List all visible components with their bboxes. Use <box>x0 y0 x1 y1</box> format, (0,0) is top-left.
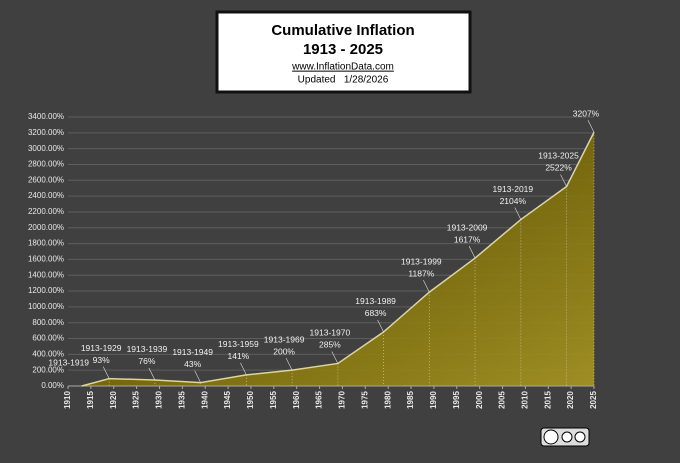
leader <box>423 279 430 293</box>
leader <box>285 358 293 371</box>
x-tick-label: 1910 <box>63 391 72 409</box>
value-label: 2104% <box>500 196 527 206</box>
x-tick-label: 2000 <box>475 391 484 409</box>
period-label: 1913-1939 <box>127 344 168 354</box>
period-label: 1913-2019 <box>492 184 533 194</box>
x-tick-label: 1940 <box>200 391 209 409</box>
leader <box>377 319 384 333</box>
source: www.InflationData.com <box>291 62 394 73</box>
x-tick-label: 1920 <box>109 391 118 409</box>
x-tick-label: 2005 <box>498 391 507 409</box>
y-tick-label: 2600.00% <box>28 175 64 184</box>
y-tick-label: 800.00% <box>32 318 64 327</box>
x-tick-label: 1955 <box>269 391 278 409</box>
period-label: 1913-1959 <box>218 339 259 349</box>
chart-subtitle: 1913 - 2025 <box>303 41 383 58</box>
x-tick-label: 2025 <box>589 391 598 409</box>
y-tick-label: 2000.00% <box>28 223 64 232</box>
value-label: 141% <box>228 351 250 361</box>
x-tick-label: 2010 <box>521 391 530 409</box>
value-label: 2522% <box>545 163 572 173</box>
x-tick-label: 1960 <box>292 391 301 409</box>
badge-icon <box>574 431 586 443</box>
x-tick-label: 1950 <box>246 391 255 409</box>
chart-title: Cumulative Inflation <box>271 22 414 39</box>
y-tick-label: 2200.00% <box>28 207 64 216</box>
x-tick-label: 1985 <box>406 391 415 409</box>
period-label: 1913-1970 <box>310 328 351 338</box>
value-label: 43% <box>184 359 201 369</box>
title-box <box>215 10 472 94</box>
x-tick-label: 1980 <box>383 391 392 409</box>
value-label: 76% <box>138 356 155 366</box>
value-label: 285% <box>319 340 341 350</box>
period-label: 1913-1989 <box>355 296 396 306</box>
period-label: 1913-1929 <box>81 343 122 353</box>
y-tick-label: 0.00% <box>41 381 64 390</box>
x-tick-label: 1975 <box>360 391 369 409</box>
badge-icon <box>543 429 559 445</box>
period-label: 1913-1999 <box>401 256 442 266</box>
period-label: 1913-2009 <box>447 222 488 232</box>
leader <box>240 362 247 375</box>
area <box>81 132 594 386</box>
x-tick-label: 1970 <box>338 391 347 409</box>
leader <box>468 245 476 259</box>
x-tick-label: 1925 <box>132 391 141 409</box>
value-label: 683% <box>365 308 387 318</box>
leader <box>560 174 567 187</box>
y-tick-label: 1200.00% <box>28 286 64 295</box>
y-tick-label: 1800.00% <box>28 239 64 248</box>
updated: Updated 1/28/2026 <box>298 75 389 86</box>
period-label: 1913-1949 <box>172 347 213 357</box>
x-tick-label: 1945 <box>223 391 232 409</box>
y-tick-label: 400.00% <box>32 349 64 358</box>
x-tick-label: 1990 <box>429 391 438 409</box>
value-label: 1187% <box>408 268 434 278</box>
x-tick-label: 1930 <box>155 391 164 409</box>
y-tick-label: 2800.00% <box>28 160 64 169</box>
leader <box>194 370 201 383</box>
leader <box>102 366 110 379</box>
leader <box>331 351 339 364</box>
y-tick-label: 3000.00% <box>28 144 64 153</box>
y-tick-label: 200.00% <box>32 365 64 374</box>
y-tick-label: 600.00% <box>32 334 64 343</box>
value-label: 3207% <box>573 109 600 119</box>
y-tick-label: 3200.00% <box>28 128 64 137</box>
x-tick-label: 1935 <box>177 391 186 409</box>
period-label: 1913-2025 <box>538 151 579 161</box>
x-tick-label: 1995 <box>452 391 461 409</box>
period-label: 1913-1969 <box>264 334 305 344</box>
leader <box>148 367 156 381</box>
value-label: 1617% <box>454 234 481 244</box>
value-label: 200% <box>273 346 295 356</box>
y-tick-label: 1000.00% <box>28 302 64 311</box>
y-tick-label: 1600.00% <box>28 255 64 264</box>
license-badge <box>540 427 590 447</box>
value-label: 93% <box>93 355 110 365</box>
leader <box>587 120 595 133</box>
y-tick-label: 2400.00% <box>28 191 64 200</box>
leader <box>514 207 522 220</box>
x-tick-label: 2020 <box>566 391 575 409</box>
y-tick-label: 1400.00% <box>28 270 64 279</box>
badge-icon <box>561 431 573 443</box>
period-label: 1913-1919 <box>48 357 89 367</box>
x-tick-label: 1915 <box>86 391 95 409</box>
x-tick-label: 2015 <box>543 391 552 409</box>
x-tick-label: 1965 <box>315 391 324 409</box>
y-tick-label: 3400.00% <box>28 112 64 121</box>
